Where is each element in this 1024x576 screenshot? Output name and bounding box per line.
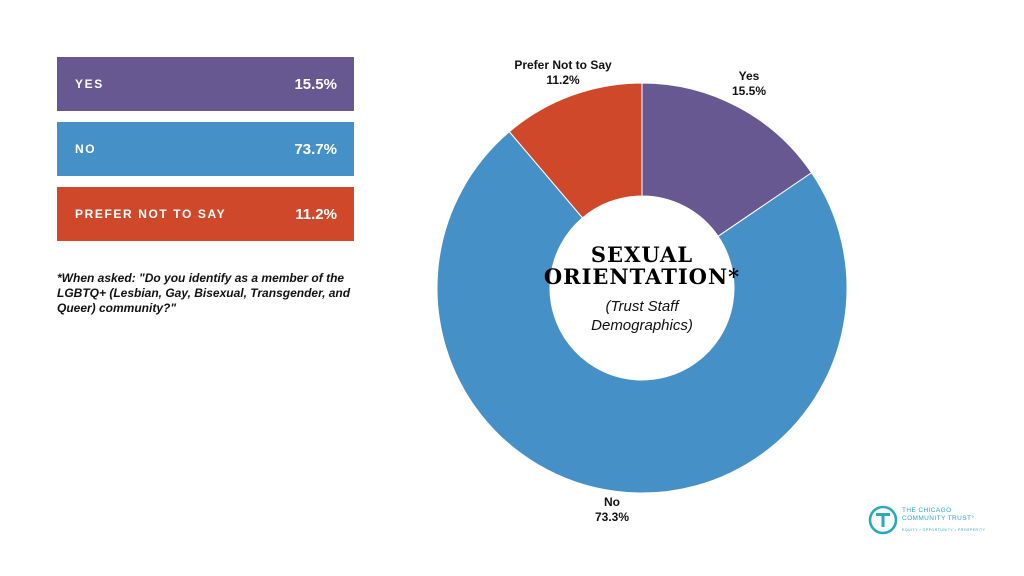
chart-title-line-1: SEXUAL xyxy=(591,242,693,267)
chicago-community-trust-logo: THE CHICAGO COMMUNITY TRUST° EQUITY • OP… xyxy=(868,503,988,539)
logo-name-line-2: COMMUNITY TRUST° xyxy=(902,515,975,522)
slice-value-label: 73.3% xyxy=(595,510,629,524)
legend-item-prefer-not-to-say: PREFER NOT TO SAY 11.2% xyxy=(57,187,354,241)
donut-hole xyxy=(550,196,734,380)
slice-name-label: Yes xyxy=(739,69,760,83)
chart-subtitle-line-2: Demographics) xyxy=(591,317,693,334)
logo-tagline: EQUITY • OPPORTUNITY • PROSPERITY xyxy=(902,528,986,532)
chart-subtitle-line-1: (Trust Staff xyxy=(605,298,680,315)
legend-item-no: NO 73.7% xyxy=(57,122,354,176)
chart-title-line-2: ORIENTATION* xyxy=(544,264,740,289)
legend-value: 73.7% xyxy=(294,140,337,158)
slice-value-label: 15.5% xyxy=(732,84,766,98)
footnote: *When asked: "Do you identify as a membe… xyxy=(57,271,351,315)
legend-panel: YES 15.5% NO 73.7% PREFER NOT TO SAY 11.… xyxy=(57,57,354,252)
chicago-community-trust-t-icon xyxy=(868,505,898,535)
logo-name: THE CHICAGO COMMUNITY TRUST° xyxy=(902,507,992,523)
legend-value: 11.2% xyxy=(295,205,337,223)
legend-label: PREFER NOT TO SAY xyxy=(75,207,227,221)
slice-name-label: No xyxy=(604,495,620,509)
legend-item-yes: YES 15.5% xyxy=(57,57,354,111)
legend-label: NO xyxy=(75,142,97,156)
legend-label: YES xyxy=(75,77,104,91)
logo-name-line-1: THE CHICAGO xyxy=(902,507,952,514)
slice-name-label: Prefer Not to Say xyxy=(514,58,612,72)
slice-value-label: 11.2% xyxy=(546,73,580,87)
legend-value: 15.5% xyxy=(294,75,337,93)
